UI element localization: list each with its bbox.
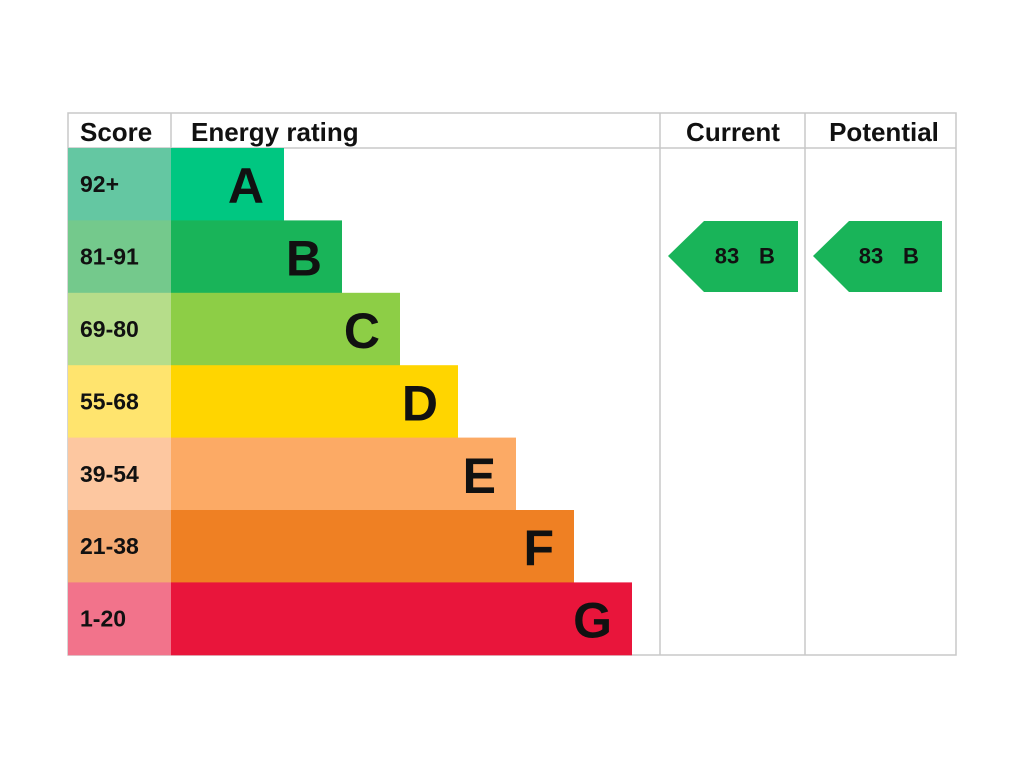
current-header: Current bbox=[686, 117, 780, 147]
score-cell bbox=[68, 437, 171, 511]
rating-letter: E bbox=[463, 448, 496, 504]
score-cell bbox=[68, 365, 171, 439]
score-range: 81-91 bbox=[80, 244, 139, 270]
rating-bar bbox=[171, 148, 284, 221]
current-score: 83 bbox=[715, 244, 739, 269]
score-cell bbox=[68, 510, 171, 583]
rating-letter: A bbox=[228, 158, 264, 214]
rating-letter: G bbox=[573, 593, 612, 649]
current-arrow: 83 B bbox=[668, 221, 798, 292]
arrow-shape bbox=[813, 221, 942, 292]
score-cell bbox=[68, 148, 171, 221]
potential-rating: B bbox=[903, 244, 919, 269]
rating-rows: 92+ A 81-91 B 69-80 C 55-68 D 39-54 E 21-38 F 1-20 G bbox=[68, 148, 632, 656]
potential-header: Potential bbox=[829, 117, 939, 147]
current-rating: B bbox=[759, 244, 775, 269]
score-range: 55-68 bbox=[80, 388, 139, 414]
rating-bar bbox=[171, 220, 342, 294]
score-range: 92+ bbox=[80, 171, 119, 197]
rating-letter: D bbox=[402, 375, 438, 431]
rating-bar bbox=[171, 510, 574, 583]
arrow-shape bbox=[668, 221, 798, 292]
rating-bar bbox=[171, 292, 400, 366]
score-cell bbox=[68, 220, 171, 294]
rating-letter: B bbox=[286, 231, 322, 287]
score-range: 39-54 bbox=[80, 461, 139, 487]
potential-arrow: 83 B bbox=[813, 221, 942, 292]
rating-letter: F bbox=[523, 520, 554, 576]
rating-bar bbox=[171, 365, 458, 439]
energy-rating-header: Energy rating bbox=[191, 117, 359, 147]
rating-bar bbox=[171, 437, 516, 511]
score-cell bbox=[68, 582, 171, 656]
score-header: Score bbox=[80, 117, 152, 147]
rating-letter: C bbox=[344, 303, 380, 359]
score-range: 21-38 bbox=[80, 533, 139, 559]
score-range: 1-20 bbox=[80, 606, 126, 632]
score-range: 69-80 bbox=[80, 316, 139, 342]
potential-score: 83 bbox=[859, 244, 883, 269]
score-cell bbox=[68, 292, 171, 366]
rating-bar bbox=[171, 582, 632, 656]
